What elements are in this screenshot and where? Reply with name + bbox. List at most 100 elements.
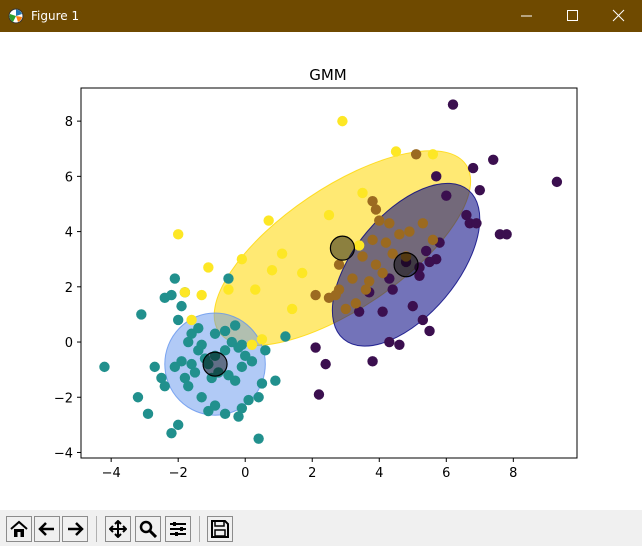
data-point: [236, 339, 248, 350]
home-button[interactable]: [6, 516, 32, 542]
data-point: [424, 325, 435, 337]
x-tick-label: 4: [375, 466, 383, 481]
data-point: [441, 190, 452, 201]
data-point: [179, 287, 191, 298]
data-point: [223, 369, 234, 381]
back-button[interactable]: [34, 516, 60, 542]
data-point: [189, 367, 201, 378]
maximize-icon: [567, 10, 578, 21]
maximize-button[interactable]: [550, 0, 596, 32]
data-point: [219, 345, 231, 356]
data-point: [270, 375, 281, 386]
data-point: [374, 215, 385, 226]
axes-frame: [80, 87, 578, 459]
data-point: [183, 336, 194, 348]
data-point: [394, 229, 405, 240]
data-points: [99, 99, 563, 444]
data-point: [196, 392, 207, 403]
data-point: [360, 284, 372, 295]
data-point: [357, 187, 368, 199]
data-point: [340, 303, 351, 315]
save-button[interactable]: [207, 516, 233, 542]
zoom-button[interactable]: [135, 516, 161, 542]
data-point: [367, 196, 378, 207]
data-point: [236, 253, 248, 265]
data-point: [350, 298, 362, 309]
component-means: [202, 235, 419, 377]
data-point: [263, 215, 274, 226]
data-point: [286, 303, 298, 315]
data-point: [176, 300, 187, 312]
minimize-button[interactable]: [504, 0, 550, 32]
data-point: [353, 306, 365, 317]
x-tick-label: 6: [442, 466, 450, 481]
data-point: [99, 361, 110, 373]
data-point: [159, 381, 170, 392]
data-point: [169, 361, 181, 373]
component-mean-marker: [393, 252, 419, 278]
data-point: [414, 270, 425, 281]
data-point: [172, 419, 184, 431]
data-point: [461, 209, 472, 221]
data-point: [276, 248, 288, 259]
data-point: [256, 378, 268, 389]
data-point: [394, 339, 405, 350]
y-tick-label: −2: [54, 391, 73, 406]
configure-subplots-button[interactable]: [165, 516, 191, 542]
data-point: [209, 400, 221, 411]
y-tick-label: 4: [65, 226, 73, 241]
data-point: [166, 289, 177, 301]
y-axis: −4 −2 0 2 4 6 8: [54, 115, 81, 461]
data-point: [172, 229, 184, 240]
data-point: [186, 314, 197, 326]
data-point: [410, 149, 422, 160]
data-point: [243, 394, 254, 406]
matplotlib-app-icon: [8, 8, 24, 24]
data-point: [183, 381, 194, 392]
data-point: [172, 314, 184, 326]
data-point: [367, 234, 378, 246]
data-point: [380, 237, 392, 248]
data-point: [377, 306, 388, 317]
data-point: [347, 273, 358, 284]
data-point: [427, 234, 439, 246]
chart-title: GMM: [309, 66, 347, 84]
data-point: [417, 314, 429, 326]
data-point: [551, 176, 563, 188]
window-title: Figure 1: [31, 9, 80, 23]
data-point: [196, 289, 207, 301]
y-tick-label: 8: [65, 115, 73, 130]
data-point: [266, 265, 278, 276]
x-tick-label: 0: [241, 466, 249, 481]
data-point: [320, 358, 331, 370]
data-point: [233, 411, 244, 422]
close-button[interactable]: [596, 0, 642, 32]
figure-canvas[interactable]: GMM −4 −2 0 2 4 6 8 −4 −2 0 2 4 6 8: [0, 32, 642, 510]
x-axis: −4 −2 0 2 4 6 8: [102, 458, 517, 481]
data-point: [253, 392, 264, 403]
data-point: [136, 309, 147, 320]
forward-button[interactable]: [62, 516, 88, 542]
component-mean-marker: [202, 351, 228, 377]
window-titlebar: Figure 1: [0, 0, 642, 32]
data-point: [384, 218, 395, 229]
data-point: [474, 184, 486, 196]
x-tick-label: −4: [102, 466, 121, 481]
data-point: [246, 339, 258, 350]
back-arrow-icon: [38, 522, 54, 536]
x-tick-label: 8: [509, 466, 517, 481]
pan-button[interactable]: [105, 516, 131, 542]
data-point: [467, 162, 479, 174]
data-point: [337, 115, 348, 127]
data-point: [256, 334, 268, 345]
data-point: [370, 259, 382, 270]
data-point: [236, 403, 248, 414]
data-point: [296, 267, 308, 279]
data-point: [280, 331, 291, 342]
data-point: [353, 240, 365, 251]
data-point: [384, 336, 395, 348]
data-point: [313, 389, 325, 400]
data-point: [431, 171, 442, 182]
navigation-toolbar: [0, 510, 642, 546]
y-tick-label: 6: [65, 170, 73, 185]
